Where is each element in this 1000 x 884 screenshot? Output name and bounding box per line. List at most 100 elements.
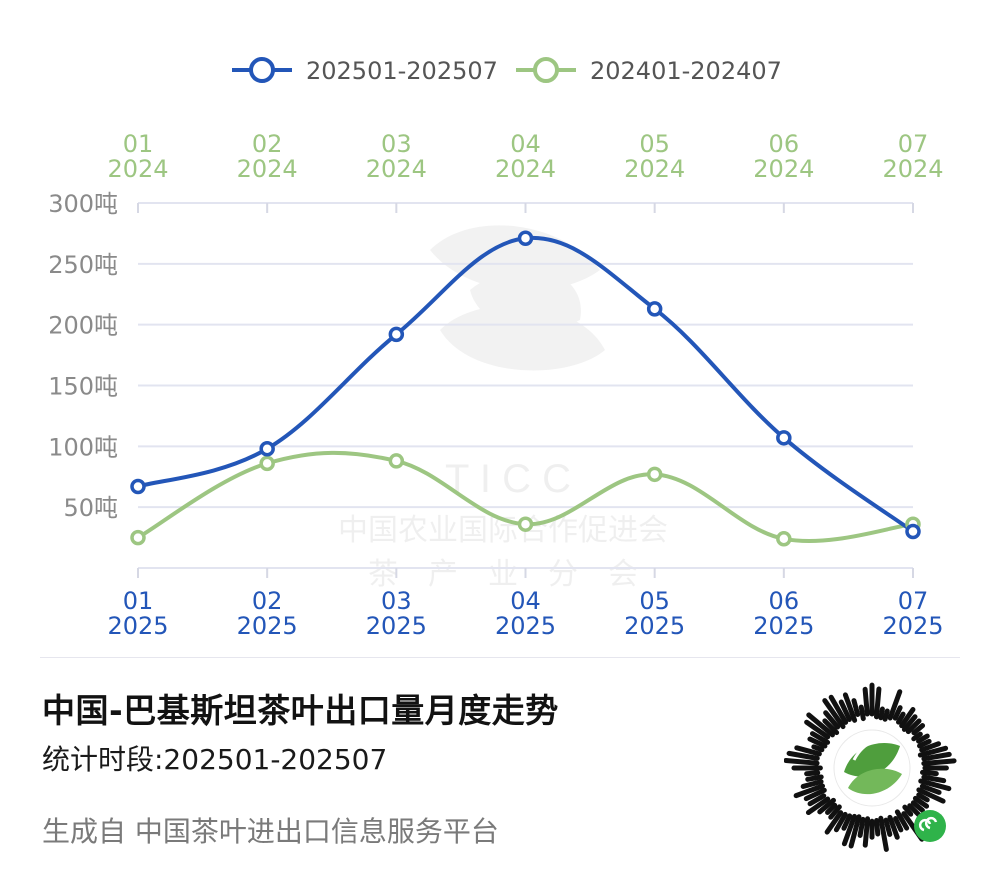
code-ray — [878, 706, 885, 721]
code-ray — [910, 800, 925, 813]
y-tick-label: 100吨 — [48, 433, 118, 461]
point-2024 — [776, 531, 792, 547]
code-ray — [817, 797, 836, 815]
x-top-month: 06 — [769, 130, 800, 158]
code-ray — [794, 745, 822, 757]
x-top-year: 2024 — [366, 155, 427, 183]
x-bottom-month: 04 — [510, 587, 541, 615]
code-ray — [873, 686, 882, 720]
code-ray — [874, 817, 881, 837]
code-ray — [842, 692, 858, 723]
x-bottom-year: 2025 — [237, 612, 298, 640]
code-ray — [823, 710, 841, 730]
x-bottom-year: 2025 — [753, 612, 814, 640]
code-ray — [807, 793, 827, 807]
point-2024 — [388, 453, 405, 469]
code-ray — [800, 779, 824, 789]
point-2025 — [646, 301, 663, 317]
series-points — [130, 230, 921, 547]
point-2025 — [388, 326, 405, 343]
watermark — [430, 225, 605, 371]
code-ray — [838, 699, 852, 722]
x-top-month: 05 — [639, 130, 670, 158]
chart-period: 统计时段:202501-202507 — [42, 743, 388, 776]
x-top-year: 2024 — [237, 155, 298, 183]
x-top-year: 2024 — [624, 155, 685, 183]
code-ray — [786, 750, 820, 761]
code-ray — [916, 787, 946, 804]
x-bottom-year: 2025 — [495, 612, 556, 640]
code-ray — [822, 698, 846, 730]
code-ray — [902, 804, 914, 817]
code-ray — [917, 745, 949, 758]
code-ray — [803, 787, 827, 802]
code-ray — [921, 774, 947, 784]
code-ray — [917, 738, 932, 749]
line-chart: T I C C 中国农业国际合作促进会 茶 产 业 分 会 202501-202… — [48, 57, 944, 640]
x-top-month: 02 — [252, 130, 283, 158]
code-ray — [921, 751, 952, 762]
x-bottom-month: 07 — [898, 587, 929, 615]
mini-program-code[interactable] — [784, 680, 960, 856]
x-axis-top: 0120240220240320240420240520240620240720… — [107, 130, 943, 183]
x-top-year: 2024 — [107, 155, 168, 183]
x-bottom-month: 01 — [123, 587, 154, 615]
y-tick-label: 250吨 — [48, 251, 118, 279]
x-top-year: 2024 — [495, 155, 556, 183]
code-ray — [912, 795, 930, 809]
legend-marker-2024 — [533, 57, 559, 83]
code-ray — [851, 698, 861, 718]
code-ray — [893, 816, 904, 833]
x-axis-bottom: 0120250220250320250420250520250620250720… — [107, 587, 943, 640]
code-ray — [919, 783, 942, 795]
source-footer: 生成自 中国茶叶进出口信息服务平台 — [42, 815, 499, 848]
code-ray — [916, 792, 930, 803]
code-ray — [894, 809, 910, 831]
code-ray — [809, 731, 831, 745]
code-ray — [806, 712, 835, 738]
code-ray — [841, 813, 853, 831]
point-2025 — [905, 523, 921, 540]
x-bottom-month: 06 — [769, 587, 800, 615]
x-bottom-year: 2025 — [107, 612, 168, 640]
code-ray — [887, 689, 903, 721]
code-ray — [862, 816, 871, 848]
point-2024 — [130, 529, 146, 546]
code-ray — [833, 811, 848, 833]
point-2024 — [646, 466, 663, 483]
point-2024 — [517, 516, 534, 532]
code-ray — [911, 731, 923, 742]
code-ray — [883, 817, 893, 837]
divider — [40, 657, 960, 658]
gridlines — [137, 202, 914, 578]
y-tick-label: 150吨 — [48, 373, 118, 401]
y-tick-label: 50吨 — [63, 494, 118, 522]
code-ray — [848, 814, 862, 849]
code-ray — [822, 718, 840, 736]
code-ray — [828, 804, 842, 820]
point-2025 — [259, 441, 275, 457]
code-ray — [895, 711, 906, 725]
tea-leaf-logo-icon — [844, 737, 902, 795]
watermark-branch: 茶 产 业 分 会 — [368, 557, 638, 592]
code-ray — [919, 741, 942, 753]
legend: 202501-202507 202401-202407 — [232, 57, 782, 85]
y-axis: 50吨 100吨 150吨 200吨 250吨 300吨 — [48, 190, 118, 522]
code-ray — [916, 733, 930, 744]
code-ray — [911, 723, 926, 736]
code-ray — [793, 783, 826, 799]
legend-label-2024: 202401-202407 — [590, 57, 782, 85]
x-bottom-year: 2025 — [882, 612, 943, 640]
code-ray — [841, 813, 857, 847]
point-2025 — [130, 478, 146, 495]
x-bottom-year: 2025 — [624, 612, 685, 640]
watermark-ticc: T I C C — [445, 457, 571, 501]
code-ray — [825, 802, 838, 815]
code-ray — [805, 774, 824, 782]
code-ray — [811, 744, 825, 753]
code-ray — [784, 757, 820, 766]
x-bottom-month: 02 — [252, 587, 283, 615]
y-tick-label: 300吨 — [48, 190, 118, 218]
x-bottom-year: 2025 — [366, 612, 427, 640]
watermark-leaf-icon — [430, 225, 605, 371]
